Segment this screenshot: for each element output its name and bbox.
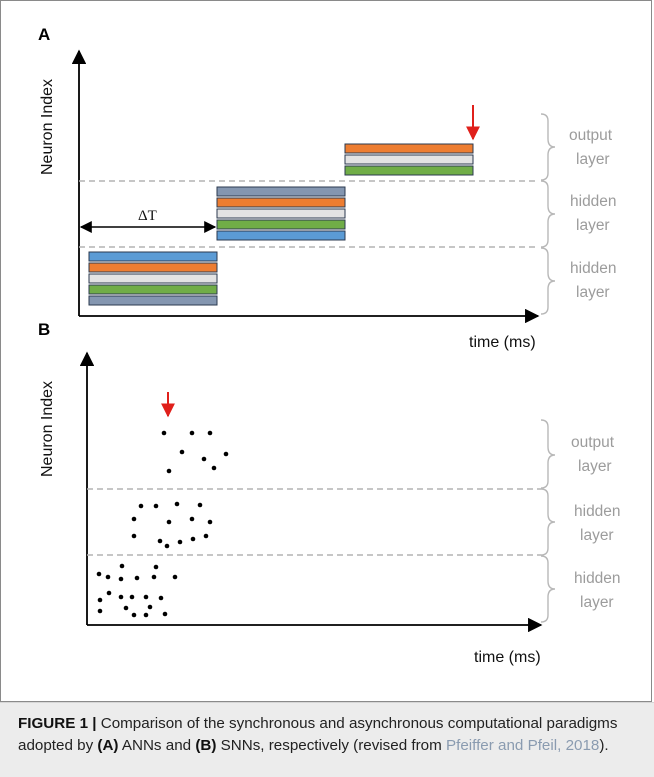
panel-b-xlabel: time (ms) (474, 649, 541, 666)
figure-panel: A Neuron Index time (ms) ΔT output layer… (0, 0, 652, 702)
panel-b-middle-hidden-spikes (131, 501, 213, 549)
spike (197, 502, 203, 508)
panel-b-bottom-hidden-spikes (96, 563, 178, 618)
caption-text-3: SNNs, respectively (revised from (216, 737, 446, 754)
spike (211, 465, 217, 471)
spike (131, 533, 137, 539)
caption-text-1: Comparison of the synchronous and asynch… (18, 715, 618, 754)
bar-light (344, 154, 474, 165)
panel-a-output-label-2: layer (576, 151, 610, 168)
spike (166, 468, 172, 474)
panel-a-xlabel: time (ms) (469, 334, 536, 351)
panel-a-ylabel: Neuron Index (39, 79, 56, 175)
spike (143, 612, 149, 618)
spike (166, 519, 172, 525)
spike (153, 564, 159, 570)
spike (138, 503, 144, 509)
panel-a-output-label-1: output (569, 127, 613, 144)
panel-b-output-label-2: layer (578, 458, 612, 475)
panel-a-hidden2-label-2: layer (576, 284, 610, 301)
citation-link[interactable]: Pfeiffer and Pfeil, 2018 (445, 737, 600, 754)
spike (123, 605, 129, 611)
spike (153, 503, 159, 509)
bar-green (216, 219, 346, 230)
spike (162, 611, 168, 617)
bar-blue (216, 230, 346, 241)
panel-b-hidden2-label-1: hidden (574, 570, 621, 587)
panel-a-middle-hidden-bars (216, 186, 346, 241)
panel-b-hidden1-label-1: hidden (574, 503, 621, 520)
panel-a-hidden1-label-1: hidden (570, 193, 617, 210)
spike (172, 574, 178, 580)
panel-a-output-bracket (540, 113, 556, 181)
spike (129, 594, 135, 600)
panel-b-hidden-bracket-1 (540, 488, 556, 556)
caption-bold-b: (B) (195, 737, 217, 754)
panel-a-hidden-bracket-2 (540, 247, 556, 315)
panel-b-output-bracket (540, 419, 556, 489)
panel-b-hidden2-label-2: layer (580, 594, 614, 611)
panel-a-bottom-hidden-bars (88, 251, 218, 306)
spike (158, 595, 164, 601)
figure-diagram: A Neuron Index time (ms) ΔT output layer… (38, 25, 621, 666)
spike (134, 575, 140, 581)
delta-t-label: ΔT (138, 208, 157, 224)
spike (119, 563, 125, 569)
spike (105, 574, 111, 580)
bar-green (88, 284, 218, 295)
spike (151, 574, 157, 580)
panel-b-hidden1-label-2: layer (580, 527, 614, 544)
panel-a-letter: A (38, 25, 50, 44)
bar-slate (216, 186, 346, 197)
caption-bold-a: (A) (97, 737, 119, 754)
panel-b-hidden-bracket-2 (540, 555, 556, 623)
spike (207, 430, 213, 436)
spike (179, 449, 185, 455)
figure-caption: FIGURE 1 | Comparison of the synchronous… (0, 702, 654, 777)
spike (207, 519, 213, 525)
spike (131, 612, 137, 618)
panel-b-ylabel: Neuron Index (39, 381, 56, 477)
spike (118, 576, 124, 582)
bar-light (216, 208, 346, 219)
panel-a-output-bars (344, 143, 474, 176)
spike (96, 571, 102, 577)
panel-b-output-spikes (161, 430, 229, 474)
bar-orange (344, 143, 474, 154)
spike (157, 538, 163, 544)
spike (161, 430, 167, 436)
panel-a-hidden2-label-1: hidden (570, 260, 617, 277)
spike (174, 501, 180, 507)
panel-a-hidden-bracket-1 (540, 180, 556, 248)
panel-b-output-label-1: output (571, 434, 615, 451)
caption-text-2: ANNs and (118, 737, 196, 754)
bar-light (88, 273, 218, 284)
figure-label: FIGURE 1 | (18, 715, 97, 732)
spike (147, 604, 153, 610)
spike (143, 594, 149, 600)
bar-slate (88, 295, 218, 306)
bar-blue (88, 251, 218, 262)
bar-orange (88, 262, 218, 273)
spike (201, 456, 207, 462)
spike (223, 451, 229, 457)
caption-text-4: ). (599, 737, 609, 754)
spike (97, 608, 103, 614)
spike (131, 516, 137, 522)
panel-b-letter: B (38, 320, 50, 339)
spike (190, 536, 196, 542)
bar-orange (216, 197, 346, 208)
spike (189, 430, 195, 436)
bar-green (344, 165, 474, 176)
spike (164, 543, 170, 549)
spike (97, 597, 103, 603)
spike (106, 590, 112, 596)
panel-a-hidden1-label-2: layer (576, 217, 610, 234)
spike (189, 516, 195, 522)
spike (203, 533, 209, 539)
spike (177, 539, 183, 545)
spike (118, 594, 124, 600)
